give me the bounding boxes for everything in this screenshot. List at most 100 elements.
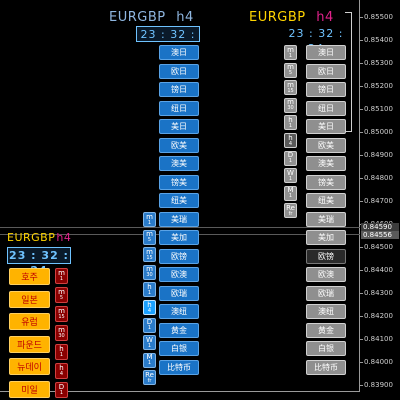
grey-pair-button[interactable]: 美加 xyxy=(306,230,346,245)
blue-timeframe-button[interactable]: m 15 xyxy=(143,247,156,263)
blue-pair-button[interactable]: 黄金 xyxy=(159,322,199,338)
timeframe-main: h xyxy=(147,300,152,309)
timeframe-main: m xyxy=(146,247,153,256)
blue-pair-button[interactable]: 澳纽 xyxy=(159,304,199,319)
timeframe-sub: 30 xyxy=(287,105,294,112)
grey-pair-button[interactable]: 镑日 xyxy=(306,82,346,97)
timeframe-sub: 15 xyxy=(146,254,153,261)
grey-pair-button[interactable]: 澳纽 xyxy=(306,304,346,319)
price-axis-label: 0.85200 xyxy=(364,82,393,90)
blue-timeframe-button[interactable]: Re fr xyxy=(143,370,156,386)
blue-pair-button[interactable]: 美瑞 xyxy=(159,211,199,227)
grey-pair-button[interactable]: 欧日 xyxy=(306,63,346,79)
grey-pair-button[interactable]: 澳日 xyxy=(306,45,346,60)
timeframe-sub: 1 xyxy=(59,276,64,282)
grey-pair-button[interactable]: 纽日 xyxy=(306,100,346,116)
korean-pair-button[interactable]: 미일 xyxy=(9,380,50,398)
timeframe-sub: 1 xyxy=(59,352,64,358)
grey-pair-button[interactable]: 澳美 xyxy=(306,156,346,171)
grey-pair-button[interactable]: 纽美 xyxy=(306,193,346,208)
grey-pair-button[interactable]: 白银 xyxy=(306,341,346,356)
grey-timeframe-button[interactable]: m 15 xyxy=(284,80,297,96)
blue-timeframe-button[interactable]: m 30 xyxy=(143,264,156,280)
timeframe-main: W xyxy=(287,168,294,177)
timeframe-sub: 1 xyxy=(147,289,152,296)
timeframe-main: m xyxy=(58,269,65,277)
korean-pair-button[interactable]: 일본 xyxy=(9,290,50,308)
grey-timeframe-button[interactable]: Re fr xyxy=(284,203,297,219)
blue-pair-button[interactable]: 镑美 xyxy=(159,174,199,190)
blue-pair-button[interactable]: 白银 xyxy=(159,341,199,356)
grey-pair-button[interactable]: 镑美 xyxy=(306,174,346,190)
blue-pair-button[interactable]: 欧瑞 xyxy=(159,285,199,301)
blue-pair-button[interactable]: 澳日 xyxy=(159,45,199,60)
grey-pair-button[interactable]: 欧美 xyxy=(306,137,346,153)
blue-pair-button[interactable]: 比特币 xyxy=(159,359,199,375)
price-axis-tick xyxy=(359,316,363,317)
blue-pair-button[interactable]: 欧美 xyxy=(159,137,199,153)
price-axis-label: 0.85300 xyxy=(364,59,393,67)
price-axis-tick xyxy=(359,132,363,133)
timeframe-main: h xyxy=(59,345,64,353)
price-axis-label: 0.84400 xyxy=(364,266,393,274)
grey-panel-clock: 23 : 32 : 24 xyxy=(288,27,344,55)
timeframe-sub: fr xyxy=(288,210,293,217)
grey-pair-button[interactable]: 欧镑 xyxy=(306,248,346,264)
grey-pair-button[interactable]: 美日 xyxy=(306,119,346,134)
grey-pair-button[interactable]: 黄金 xyxy=(306,322,346,338)
grey-pair-button[interactable]: 欧澳 xyxy=(306,267,346,282)
timeframe-main: m xyxy=(287,80,294,89)
timeframe-main: m xyxy=(58,326,65,334)
grey-panel-bracket xyxy=(345,12,352,132)
grey-timeframe-button[interactable]: m 30 xyxy=(284,97,297,113)
price-axis-label: 0.84900 xyxy=(364,151,393,159)
grey-pair-button[interactable]: 欧瑞 xyxy=(306,285,346,301)
korean-pair-button[interactable]: 호주 xyxy=(9,268,50,285)
timeframe-main: h xyxy=(288,133,293,142)
korean-panel-timeframe: h4 xyxy=(56,231,72,244)
korean-timeframe-button[interactable]: m 30 xyxy=(55,325,68,341)
blue-pair-button[interactable]: 镑日 xyxy=(159,82,199,97)
korean-pair-button[interactable]: 뉴데이 xyxy=(9,358,50,375)
blue-pair-button[interactable]: 欧镑 xyxy=(159,248,199,264)
timeframe-sub: 4 xyxy=(147,307,152,314)
blue-panel-timeframe: h4 xyxy=(176,10,194,25)
grey-pair-button[interactable]: 比特币 xyxy=(306,359,346,375)
blue-pair-button[interactable]: 澳美 xyxy=(159,156,199,171)
timeframe-sub: 5 xyxy=(59,295,64,301)
grey-pair-button[interactable]: 美瑞 xyxy=(306,211,346,227)
korean-pair-button[interactable]: 유럽 xyxy=(9,313,50,330)
korean-timeframe-button[interactable]: m 15 xyxy=(55,306,68,322)
blue-pair-button[interactable]: 美加 xyxy=(159,230,199,245)
korean-pair-button[interactable]: 파운드 xyxy=(9,335,50,353)
price-axis-tick xyxy=(359,270,363,271)
korean-panel-title: EURGBPh4 xyxy=(7,231,71,244)
blue-pair-button[interactable]: 美日 xyxy=(159,119,199,134)
timeframe-main: D xyxy=(287,151,294,160)
price-axis-label: 0.84100 xyxy=(364,335,393,343)
blue-pair-button[interactable]: 欧日 xyxy=(159,63,199,79)
price-axis-label: 0.83900 xyxy=(364,381,393,389)
blue-pair-button[interactable]: 纽日 xyxy=(159,100,199,116)
blue-pair-button[interactable]: 欧澳 xyxy=(159,267,199,282)
blue-pair-button[interactable]: 纽美 xyxy=(159,193,199,208)
